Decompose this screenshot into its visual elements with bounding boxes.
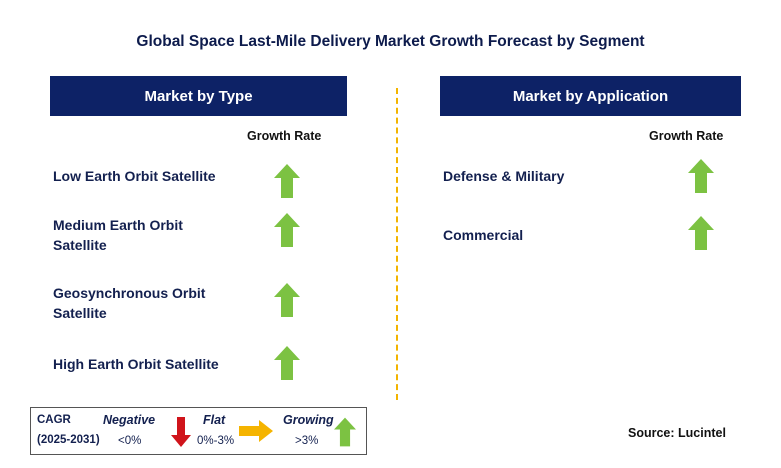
up-arrow-icon	[274, 283, 300, 317]
legend-growing-range: >3%	[295, 435, 319, 447]
up-arrow-icon	[274, 164, 300, 198]
legend-negative-label: Negative	[103, 413, 156, 427]
right-arrow-icon	[239, 420, 273, 442]
panel-divider	[396, 88, 398, 400]
chart-title: Global Space Last-Mile Delivery Market G…	[136, 33, 645, 50]
segment-label-type-1: Medium Earth Orbit Satellite	[53, 217, 183, 253]
legend-period: (2025-2031)	[37, 434, 100, 446]
up-arrow-icon	[688, 216, 714, 250]
legend-cagr-label: CAGR	[37, 414, 71, 426]
legend-flat-label: Flat	[203, 413, 226, 427]
market-by-type-header: Market by Type	[50, 76, 347, 116]
up-arrow-icon	[688, 159, 714, 193]
cagr-legend: CAGR (2025-2031) Negative <0% Flat 0%-3%…	[30, 407, 367, 455]
segment-label-application-1: Commercial	[443, 227, 524, 243]
segment-label-type-3: High Earth Orbit Satellite	[53, 356, 219, 372]
up-arrow-icon	[274, 213, 300, 247]
up-arrow-icon	[334, 417, 356, 447]
segment-label-application-0: Defense & Military	[443, 168, 565, 184]
growth-rate-label-application: Growth Rate	[649, 129, 724, 143]
market-by-application-header: Market by Application	[440, 76, 741, 116]
segment-label-type-0: Low Earth Orbit Satellite	[53, 168, 216, 184]
up-arrow-icon	[274, 346, 300, 380]
legend-flat-range: 0%-3%	[197, 435, 235, 447]
legend-negative-range: <0%	[118, 435, 142, 447]
growth-rate-label-type: Growth Rate	[247, 129, 322, 143]
segment-label-type-2: Geosynchronous Orbit Satellite	[53, 285, 206, 321]
down-arrow-icon	[171, 417, 191, 447]
legend-growing-label: Growing	[283, 413, 334, 427]
source-note: Source: Lucintel	[628, 426, 726, 440]
